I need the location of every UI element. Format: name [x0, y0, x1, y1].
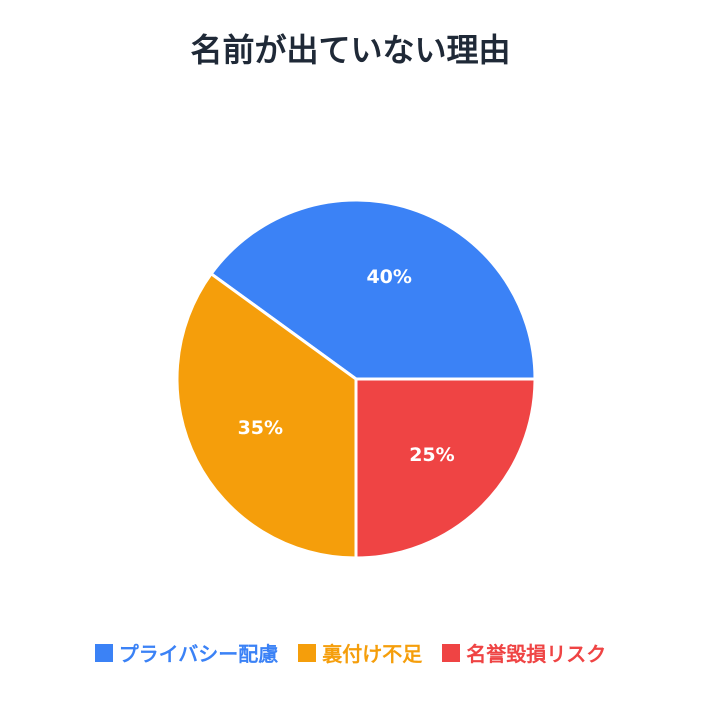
legend: プライバシー配慮 裏付け不足 名誉毀損リスク	[0, 638, 701, 667]
pie-slice-insufficient-evidence[interactable]	[175, 272, 358, 560]
pie-label-privacy: 40%	[366, 266, 411, 288]
legend-label-privacy: プライバシー配慮	[118, 642, 279, 666]
pie-slice-privacy[interactable]	[209, 198, 537, 381]
legend-label-insufficient-evidence: 裏付け不足	[322, 642, 423, 666]
pie-slices	[175, 198, 537, 560]
pie-label-defamation-risk: 25%	[409, 444, 454, 466]
legend-swatch-defamation-risk	[442, 643, 461, 662]
pie-slice-defamation-risk[interactable]	[354, 377, 537, 560]
pie-label-insufficient-evidence: 35%	[238, 417, 283, 439]
legend-label-defamation-risk: 名誉毀損リスク	[466, 642, 607, 666]
legend-item-insufficient-evidence[interactable]: 裏付け不足	[298, 638, 422, 667]
legend-item-privacy[interactable]: プライバシー配慮	[94, 638, 279, 667]
legend-swatch-privacy	[94, 643, 113, 662]
legend-item-defamation-risk[interactable]: 名誉毀損リスク	[442, 638, 606, 667]
pie-labels: 40% 35% 25%	[238, 266, 455, 466]
chart-title: 名前が出ていない理由	[190, 31, 511, 69]
legend-swatch-insufficient-evidence	[298, 643, 317, 662]
